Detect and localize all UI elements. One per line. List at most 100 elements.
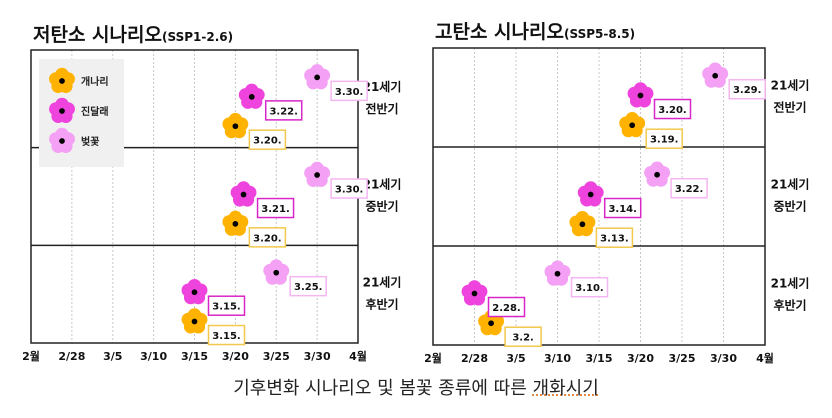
x-tick-label: 2/28 [58,350,85,363]
flower-center [59,138,65,144]
flower-marker-진달래 [238,83,265,109]
caption-prefix: 기후변화 시나리오 및 봄꽃 종류에 따른 [233,378,533,399]
data-label-box [330,178,368,199]
row-label-line2: 후반기 [773,298,806,313]
legend-label: 진달래 [81,105,109,118]
x-tick-label: 3/10 [544,352,571,365]
flower-center [191,289,198,296]
flower-marker-벚꽃 [544,260,571,286]
data-label: 3.30. [335,87,363,98]
flower-center [59,78,65,84]
data-label-box [330,80,368,102]
legend-label: 개나리 [81,75,109,88]
flower-marker-진달래 [577,181,604,207]
flower-marker-벚꽃 [702,62,729,88]
flower-marker-개나리 [222,112,249,139]
x-tick-label: 3/15 [586,352,613,365]
x-tick-label: 3/30 [304,350,331,363]
data-label: 3.15. [212,331,240,342]
x-tick-label: 3/25 [263,350,290,363]
data-label-box [487,296,526,318]
flower-marker-진달래 [461,280,488,306]
flower-center [314,74,320,81]
flower-center [579,221,586,228]
chart-title-high-carbon: 고탄소 시나리오(SSP5-8.5) [435,17,635,44]
data-label-box [595,227,634,248]
row-label-line1: 21세기 [363,274,402,289]
figure-caption: 기후변화 시나리오 및 봄꽃 종류에 따른 개화시기 [0,374,832,400]
legend-flower-icon [49,97,75,124]
x-tick-label: 3/25 [669,352,696,365]
data-label: 3.22. [269,106,297,117]
flower-marker-진달래 [230,181,257,207]
row-label-line1: 21세기 [771,276,810,291]
flower-marker-개나리 [181,308,208,334]
data-label: 3.30. [335,185,363,196]
data-label: 3.21. [261,204,289,215]
flower-center [654,171,660,178]
x-tick-label: 2월 [22,349,40,363]
data-label-box [728,78,766,100]
flower-marker-진달래 [181,278,208,305]
data-label: 3.15. [212,302,240,313]
data-label: 3.20. [253,136,281,147]
flower-center [248,94,255,100]
flower-marker-벚꽃 [304,64,331,90]
data-label: 3.14. [608,204,636,215]
chart-title-main: 저탄소 시나리오 [33,24,162,46]
flower-marker-개나리 [569,210,596,237]
data-label-box [289,275,327,297]
row-label-line2: 전반기 [773,100,806,115]
flower-center [240,191,247,198]
flower-marker-개나리 [619,111,646,138]
flower-marker-진달래 [627,82,654,108]
row-label-line2: 후반기 [365,296,398,311]
flower-center [488,320,494,327]
row-label-line2: 전반기 [365,101,398,116]
data-label: 3.29. [733,85,761,96]
data-label-box [256,197,295,219]
data-label-box [670,177,708,199]
data-label: 3.10. [575,283,603,294]
data-label-box [248,227,287,248]
row-label-line2: 중반기 [773,199,806,214]
row-label-line1: 21세기 [363,79,402,94]
flower-center [314,172,320,178]
plot-frame [432,47,766,346]
x-tick-label: 3/5 [506,352,525,365]
x-tick-label: 4월 [349,349,367,363]
flower-marker-개나리 [222,210,249,236]
row-label-line2: 중반기 [365,199,398,214]
x-tick-label: 3/5 [103,350,122,363]
chart-title-main: 고탄소 시나리오 [435,21,564,43]
data-label: 3.13. [600,234,628,245]
x-tick-label: 3/10 [140,350,167,363]
data-label-box [645,128,683,149]
data-label: 3.19. [650,135,678,146]
flower-center [59,108,65,114]
data-label-box [603,197,642,219]
data-label: 3.20. [658,105,686,116]
flower-center [587,191,594,198]
x-tick-label: 2월 [424,351,442,365]
chart-title-low-carbon: 저탄소 시나리오(SSP1-2.6) [33,20,233,47]
data-label: 3.22. [675,184,703,195]
flower-center [232,123,239,130]
flower-center [471,290,478,297]
flower-marker-벚꽃 [304,161,331,188]
row-label-line1: 21세기 [363,177,402,192]
legend-flower-icon [49,127,75,154]
data-label: 3.20. [253,233,281,244]
flower-center [232,220,239,227]
row-label-line1: 21세기 [771,177,810,192]
legend-flower-icon [49,67,75,94]
x-tick-label: 4월 [756,351,774,365]
x-tick-label: 3/15 [181,350,208,363]
flower-center [273,269,280,276]
x-tick-label: 3/20 [222,350,249,363]
chart-low-carbon: 2월 2/28 3/5 3/10 3/15 3/20 3/25 3/30 4월21세기전반기3.… [22,49,402,363]
x-tick-label: 3/30 [710,352,737,365]
flower-center [637,92,644,99]
